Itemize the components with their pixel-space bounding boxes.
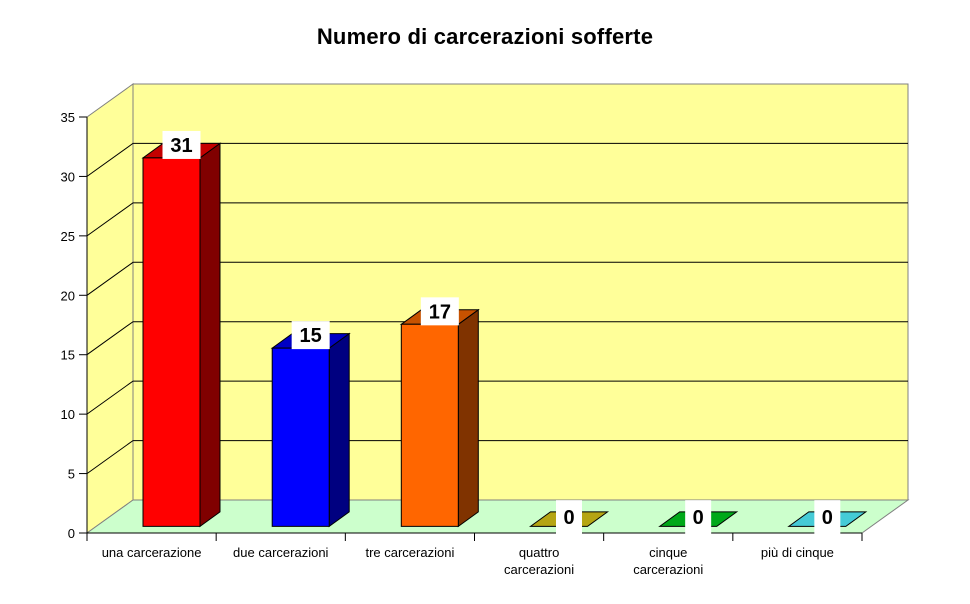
category-label-pi-di-cinque: più di cinque: [761, 545, 834, 560]
y-tick-label: 5: [68, 467, 75, 482]
grid-line-15: [86, 321, 908, 356]
value-label-box: [420, 297, 459, 326]
bar-due-carcerazioni-side: [328, 332, 350, 528]
category-label-due-carcerazioni: due carcerazioni: [233, 545, 328, 560]
value-label: 31: [170, 135, 192, 157]
value-label-box: [162, 130, 201, 159]
y-tick-label: 10: [61, 407, 75, 422]
y-tick-label: 15: [61, 348, 75, 363]
category-label-cinque-carcerazioni: cinque: [649, 545, 687, 560]
bar-due-carcerazioni-front: [271, 347, 330, 527]
value-label-box: [556, 500, 582, 535]
grid-line-10: [86, 380, 908, 415]
y-tick-label: 0: [68, 526, 75, 541]
category-label-quattro-carcerazioni: carcerazioni: [504, 562, 574, 577]
bar-una-carcerazione-front: [142, 157, 201, 527]
value-label: 0: [822, 507, 833, 529]
y-tick-label: 20: [61, 288, 75, 303]
category-label-tre-carcerazioni: tre carcerazioni: [365, 545, 454, 560]
value-label: 15: [300, 325, 322, 347]
grid-line-30: [86, 142, 908, 177]
side-wall: [86, 83, 134, 534]
grid-line-5: [86, 440, 908, 475]
chart-title: Numero di carcerazioni sofferte: [316, 24, 654, 49]
value-label: 0: [563, 507, 574, 529]
y-tick-label: 35: [61, 110, 75, 125]
value-label-box: [685, 500, 712, 535]
y-tick-label: 25: [61, 229, 75, 244]
grid-line-20: [86, 261, 908, 296]
value-label-box: [814, 500, 841, 535]
y-tick-label: 30: [61, 169, 75, 184]
bar-una-carcerazione-side: [199, 142, 221, 528]
grid-line-25: [86, 202, 908, 237]
bar-tre-carcerazioni-front: [400, 323, 459, 527]
value-label: 17: [429, 301, 451, 323]
bar-tre-carcerazioni-side: [457, 308, 479, 528]
value-label: 0: [693, 507, 704, 529]
back-wall: [132, 83, 909, 501]
value-label-box: [291, 321, 330, 350]
category-label-quattro-carcerazioni: quattro: [519, 545, 559, 560]
category-label-cinque-carcerazioni: carcerazioni: [633, 562, 703, 577]
category-label-una-carcerazione: una carcerazione: [102, 545, 202, 560]
